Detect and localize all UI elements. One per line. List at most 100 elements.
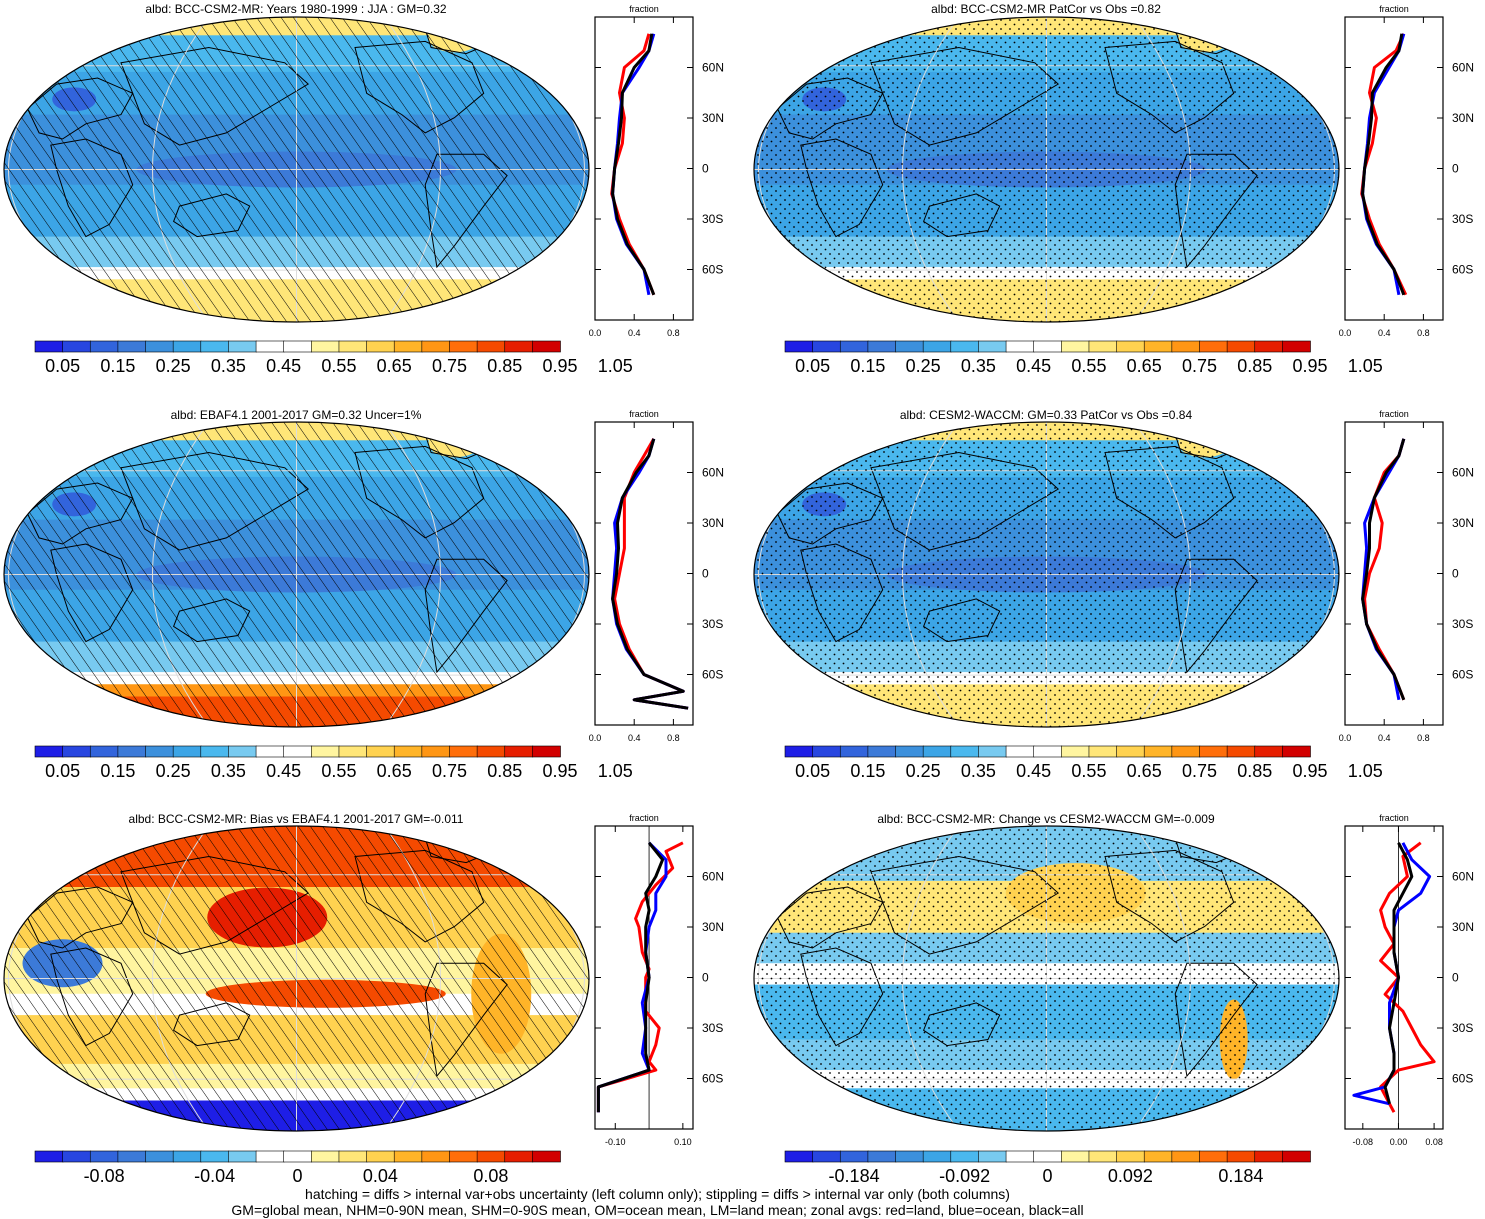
colorbar-label: 0.55 xyxy=(321,356,356,376)
colorbar-label: 0.35 xyxy=(961,356,996,376)
colorbar-label: 0.65 xyxy=(1127,356,1162,376)
colorbar-swatch xyxy=(1254,340,1284,353)
zonal-xtick-label: 0.0 xyxy=(589,328,602,338)
colorbar-swatch xyxy=(338,1150,368,1163)
zonal-xtick-label: 0.0 xyxy=(589,733,602,743)
panel-title: albd: BCC-CSM2-MR: Years 1980-1999 : JJA… xyxy=(145,2,447,16)
zonal-title: fraction xyxy=(629,4,659,14)
colorbar-swatch xyxy=(1171,1150,1201,1163)
colorbar-swatch xyxy=(311,340,340,353)
colorbar-swatch xyxy=(117,745,147,758)
zonal-xtick-label: -0.08 xyxy=(1353,1137,1374,1147)
map-panel xyxy=(3,421,590,728)
colorbar-swatch xyxy=(1005,340,1035,353)
colorbar-label: 0.75 xyxy=(432,761,467,781)
colorbar-swatch xyxy=(1226,340,1256,353)
colorbar-swatch xyxy=(950,745,980,758)
zonal-xtick-label: 0.4 xyxy=(628,733,641,743)
colorbar-swatch xyxy=(922,745,952,758)
colorbar: -0.08 -0.04 0 0.04 0.08 xyxy=(34,1150,561,1186)
hatching-overlay xyxy=(4,422,589,727)
colorbar: -0.184 -0.092 0 0.092 0.184 xyxy=(784,1150,1311,1186)
colorbar-swatch xyxy=(172,745,202,758)
zonal-ytick-label: 0 xyxy=(702,567,709,581)
colorbar-label: 0.45 xyxy=(1016,356,1051,376)
colorbar-swatch xyxy=(449,1150,478,1163)
zonal-xtick-label: 0.4 xyxy=(628,328,641,338)
zonal-ytick-label: 60S xyxy=(702,263,723,277)
colorbar-swatch xyxy=(200,340,230,353)
zonal-frame xyxy=(594,421,694,726)
colorbar-swatch xyxy=(366,745,396,758)
zonal-plot: fraction 60N 30N 0 30S 60S 0.0 0.4 0.8 xyxy=(589,4,724,338)
zonal-ytick-label: 0 xyxy=(1452,567,1459,581)
colorbar-label: 0.092 xyxy=(1108,1166,1153,1186)
colorbar-swatch xyxy=(117,1150,147,1163)
colorbar-swatch xyxy=(117,340,147,353)
colorbar-label: 0.04 xyxy=(363,1166,398,1186)
zonal-title: fraction xyxy=(1379,409,1409,419)
colorbar-swatch xyxy=(867,745,897,758)
colorbar-label: 0.65 xyxy=(377,356,412,376)
colorbar-label: 0.55 xyxy=(1071,761,1106,781)
colorbar-label: 0.95 xyxy=(1292,356,1327,376)
zonal-ytick-label: 30S xyxy=(1452,1021,1473,1035)
colorbar-label: 0.184 xyxy=(1218,1166,1263,1186)
zonal-xtick-label: 0.08 xyxy=(1425,1137,1443,1147)
colorbar-swatch xyxy=(504,745,534,758)
colorbar-swatch xyxy=(145,745,174,758)
colorbar-label: 0.05 xyxy=(795,761,830,781)
colorbar-swatch xyxy=(895,1150,924,1163)
hatching-overlay xyxy=(4,826,589,1131)
colorbar-swatch xyxy=(34,1150,64,1163)
colorbar-swatch xyxy=(504,340,534,353)
colorbar-label: 0.85 xyxy=(1237,356,1272,376)
colorbar: 0.05 0.15 0.25 0.35 0.45 0.55 0.65 0.75 0.85 0.95… xyxy=(34,745,633,781)
colorbar-swatch xyxy=(393,745,423,758)
colorbar-label: 0.25 xyxy=(156,761,191,781)
zonal-title: fraction xyxy=(1379,4,1409,14)
colorbar-swatch xyxy=(1282,340,1311,353)
colorbar-swatch xyxy=(393,1150,423,1163)
zonal-line-all xyxy=(611,438,689,710)
colorbar-swatch xyxy=(1005,745,1035,758)
zonal-ytick-label: 60N xyxy=(1452,870,1474,884)
colorbar-swatch xyxy=(1171,340,1201,353)
colorbar-swatch xyxy=(283,340,313,353)
colorbar-swatch xyxy=(172,1150,202,1163)
colorbar-swatch xyxy=(145,340,174,353)
map-panel xyxy=(753,16,1340,323)
zonal-title: fraction xyxy=(629,409,659,419)
colorbar-label: 0.55 xyxy=(1071,356,1106,376)
zonal-ytick-label: 0 xyxy=(1452,162,1459,176)
colorbar-swatch xyxy=(366,340,396,353)
zonal-xtick-label: -0.10 xyxy=(605,1137,626,1147)
colorbar-swatch xyxy=(1033,1150,1063,1163)
colorbar-swatch xyxy=(867,1150,897,1163)
colorbar: 0.05 0.15 0.25 0.35 0.45 0.55 0.65 0.75 0.85 0.95… xyxy=(34,340,633,376)
colorbar-swatch xyxy=(228,1150,257,1163)
colorbar-label: 0.75 xyxy=(1182,356,1217,376)
colorbar-swatch xyxy=(200,1150,230,1163)
colorbar-swatch xyxy=(476,1150,506,1163)
colorbar-swatch xyxy=(1061,340,1090,353)
colorbar-label: -0.08 xyxy=(84,1166,125,1186)
colorbar-swatch xyxy=(393,340,423,353)
colorbar-swatch xyxy=(532,340,561,353)
colorbar-swatch xyxy=(421,340,451,353)
colorbar-swatch xyxy=(89,745,119,758)
colorbar-swatch xyxy=(532,1150,561,1163)
map-outline xyxy=(3,16,590,323)
zonal-ytick-label: 30N xyxy=(1452,920,1474,934)
zonal-ytick-label: 30S xyxy=(702,212,723,226)
map-panel xyxy=(753,825,1340,1132)
zonal-line-land xyxy=(1379,841,1436,1113)
colorbar-label: -0.092 xyxy=(939,1166,990,1186)
footer-line-1: hatching = diffs > internal var+obs unce… xyxy=(305,1186,1010,1202)
colorbar-label: 0.35 xyxy=(211,356,246,376)
colorbar-swatch xyxy=(1088,1150,1118,1163)
colorbar-swatch xyxy=(338,340,368,353)
zonal-ytick-label: 0 xyxy=(1452,971,1459,985)
colorbar-swatch xyxy=(62,745,92,758)
zonal-title: fraction xyxy=(1379,813,1409,823)
